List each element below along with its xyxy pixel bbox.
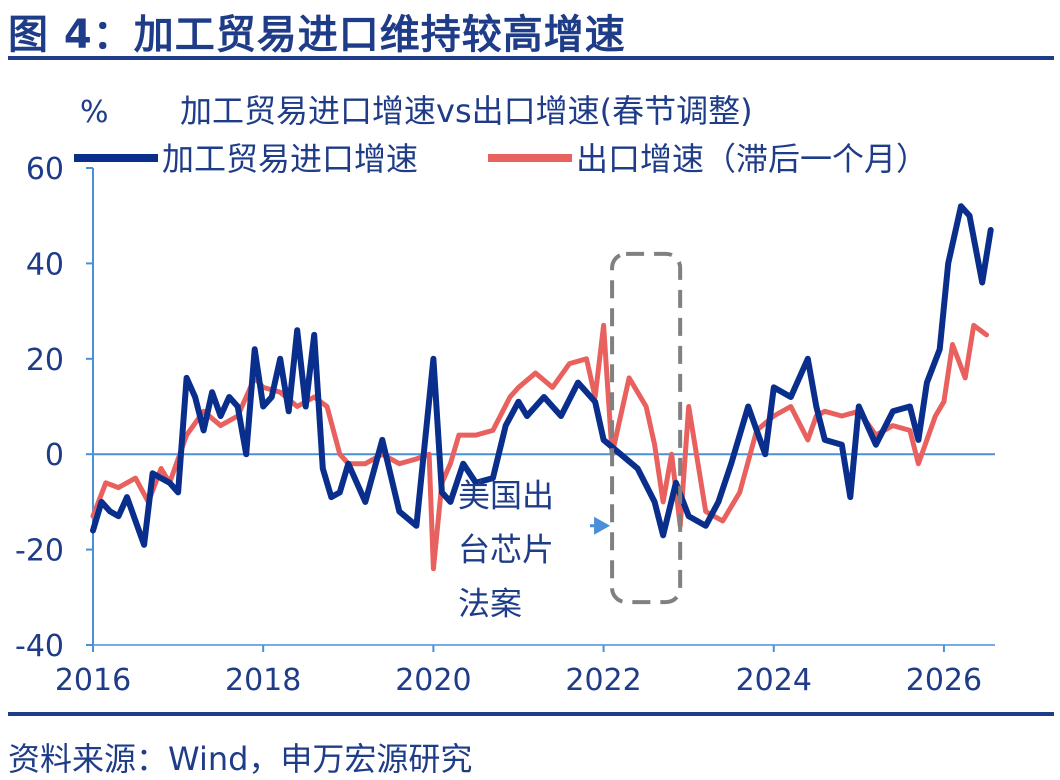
title-rule (8, 56, 1054, 60)
annotation-dashed-box (610, 251, 683, 605)
y-unit-label: % (80, 95, 109, 130)
x-tick-label: 2022 (565, 663, 641, 698)
y-tick-label: 0 (45, 438, 64, 473)
x-tick-label: 2026 (906, 663, 982, 698)
x-tick-label: 2020 (395, 663, 471, 698)
legend-label-exports: 出口增速（滞后一个月） (576, 140, 928, 178)
chart-title: 加工贸易进口增速vs出口增速(春节调整) (180, 92, 753, 130)
y-tick-label: 60 (26, 152, 64, 187)
x-tick-label: 2024 (736, 663, 812, 698)
y-tick-label: 40 (26, 247, 64, 282)
annotation-arrow-head (594, 516, 611, 535)
line-chart: % 加工贸易进口增速vs出口增速(春节调整) 加工贸易进口增速 出口增速（滞后一… (15, 92, 995, 698)
footer-rule (8, 712, 1054, 716)
y-tick-label: -40 (15, 629, 64, 664)
figure-title: 图 4：加工贸易进口维持较高增速 (8, 12, 626, 58)
annotation-text-line: 台芯片 (458, 531, 554, 569)
series-layer (90, 203, 994, 572)
y-tick-label: -20 (15, 534, 64, 569)
legend-label-processing-import: 加工贸易进口增速 (162, 140, 418, 178)
legend: 加工贸易进口增速 出口增速（滞后一个月） (74, 140, 928, 178)
annotation-text-line: 法案 (458, 585, 522, 623)
x-tick-label: 2018 (225, 663, 301, 698)
annotation-text-line: 美国出 (458, 477, 554, 515)
series-line-processing-import (90, 203, 994, 548)
x-tick-label: 2016 (55, 663, 131, 698)
source-note: 资料来源：Wind，申万宏源研究 (8, 740, 473, 778)
y-tick-label: 20 (26, 343, 64, 378)
